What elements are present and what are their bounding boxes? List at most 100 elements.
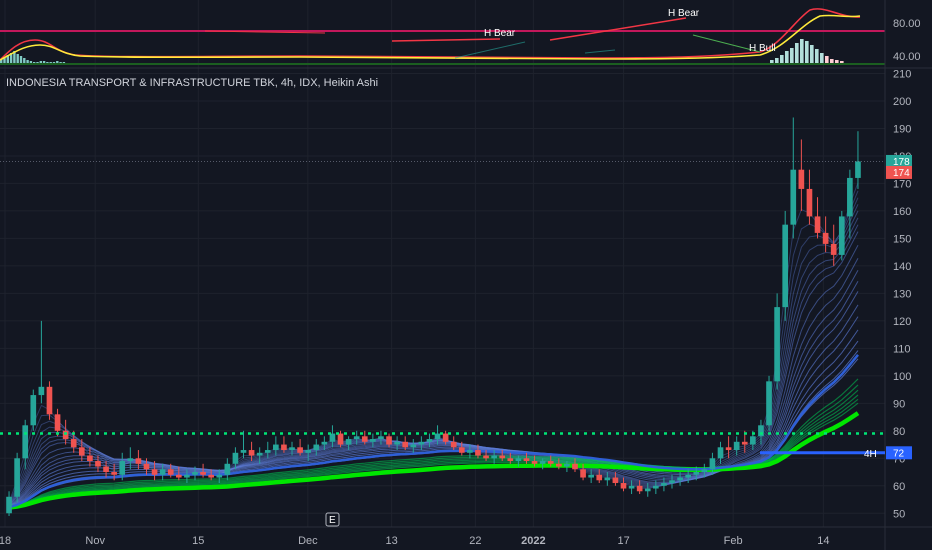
candle-body: [774, 307, 780, 382]
candle-body: [14, 458, 20, 497]
candle-body: [240, 450, 247, 453]
candle-body: [693, 472, 700, 475]
osc-bar: [19, 56, 23, 63]
candle-body: [750, 436, 756, 445]
candle-body: [483, 455, 489, 459]
divergence-line-2: [391, 38, 501, 42]
osc-bar: [800, 39, 804, 63]
candle-body: [418, 441, 425, 445]
candle-body: [216, 474, 223, 478]
x-axis: 18 Nov 15 Dec 13 22 2022 17 Feb 14: [0, 535, 829, 547]
osc-bar: [9, 53, 13, 63]
candle-body: [442, 433, 449, 442]
candle-body: [555, 463, 562, 467]
candle-body: [370, 439, 376, 442]
candle-body: [78, 447, 85, 456]
candle-body: [200, 472, 206, 475]
y-tick-label: 160: [893, 206, 911, 218]
candle-body: [297, 447, 303, 453]
candle-body: [523, 458, 530, 462]
earnings-marker[interactable]: E: [325, 512, 340, 527]
candle-body: [531, 461, 538, 464]
osc-annotation-3: H Bull: [749, 43, 776, 54]
divergence-line-6: [692, 34, 761, 53]
price-tag-red: 174: [886, 165, 912, 179]
x-grid: [4, 0, 824, 527]
osc-bar: [790, 48, 794, 63]
y-tick-label: 170: [893, 178, 911, 190]
candle-body: [628, 485, 635, 489]
osc-bar: [0, 59, 3, 63]
candle-body: [353, 436, 360, 440]
candle-body: [111, 472, 117, 475]
osc-bar: [36, 62, 39, 63]
candle-body: [434, 433, 441, 440]
candle-body: [838, 216, 845, 255]
osc-bar: [56, 61, 59, 63]
candle-body: [620, 483, 627, 489]
y-tick-label: 100: [893, 371, 911, 383]
candle-body: [733, 441, 740, 451]
candle-body: [741, 441, 748, 445]
candle-body: [758, 425, 764, 437]
oscillator-band-top: [0, 30, 885, 32]
y-tick-label: 90: [893, 398, 905, 410]
candle-body: [248, 450, 255, 456]
candle-body: [604, 477, 611, 481]
candle-body: [394, 441, 400, 445]
oscillator-band-bottom: [0, 63, 885, 65]
osc-bar: [42, 61, 46, 63]
candle-body: [491, 455, 497, 459]
candle-body: [572, 463, 578, 470]
x-tick-label: Feb: [724, 535, 743, 547]
candle-body: [661, 483, 667, 486]
y-tick-label: 190: [893, 123, 911, 135]
candle-body: [766, 381, 772, 426]
x-tick-label: 13: [385, 535, 397, 547]
candle-body: [305, 450, 312, 453]
osc-bar: [770, 60, 774, 63]
candle-body: [329, 433, 336, 442]
osc-bar: [795, 43, 799, 63]
candle-body: [103, 466, 109, 473]
candle-body: [539, 461, 546, 464]
x-tick-label: 17: [617, 535, 629, 547]
osc-bar: [785, 51, 789, 63]
candle-body: [361, 436, 368, 442]
osc-bar: [13, 51, 16, 63]
osc-bar: [33, 62, 36, 63]
osc-y-tick-80: 80.00: [893, 18, 921, 30]
x-tick-label: Nov: [85, 535, 105, 547]
y-tick-label: 50: [893, 508, 905, 520]
osc-bar: [62, 62, 66, 63]
y-tick-label: 80: [893, 426, 905, 438]
candle-body: [467, 450, 473, 453]
candle-body: [564, 463, 570, 467]
osc-y-tick-40: 40.00: [893, 51, 921, 63]
y-tick-label: 120: [893, 316, 911, 328]
candle-body: [677, 477, 683, 481]
candle-body: [458, 447, 465, 453]
ma-ribbon-line: [8, 182, 859, 503]
candle-body: [822, 232, 829, 244]
svg-text:72: 72: [893, 448, 905, 459]
divergence-line-5: [584, 49, 616, 54]
y-tick-label: 130: [893, 288, 911, 300]
candle-body: [644, 488, 651, 492]
osc-bar: [39, 61, 42, 63]
divergence-line-3: [549, 17, 687, 41]
h4-label: 4H: [864, 449, 877, 460]
candle-body: [70, 439, 77, 448]
candle-body: [701, 469, 708, 473]
x-tick-label: 22: [469, 535, 481, 547]
osc-bar: [820, 53, 824, 63]
svg-text:178: 178: [893, 157, 910, 168]
osc-bar: [6, 55, 9, 63]
candle-body: [6, 496, 12, 514]
candle-body: [313, 444, 320, 451]
y-tick-label: 110: [893, 343, 911, 355]
osc-bar: [29, 61, 33, 63]
candle-body: [830, 243, 837, 255]
candle-body: [143, 463, 150, 470]
